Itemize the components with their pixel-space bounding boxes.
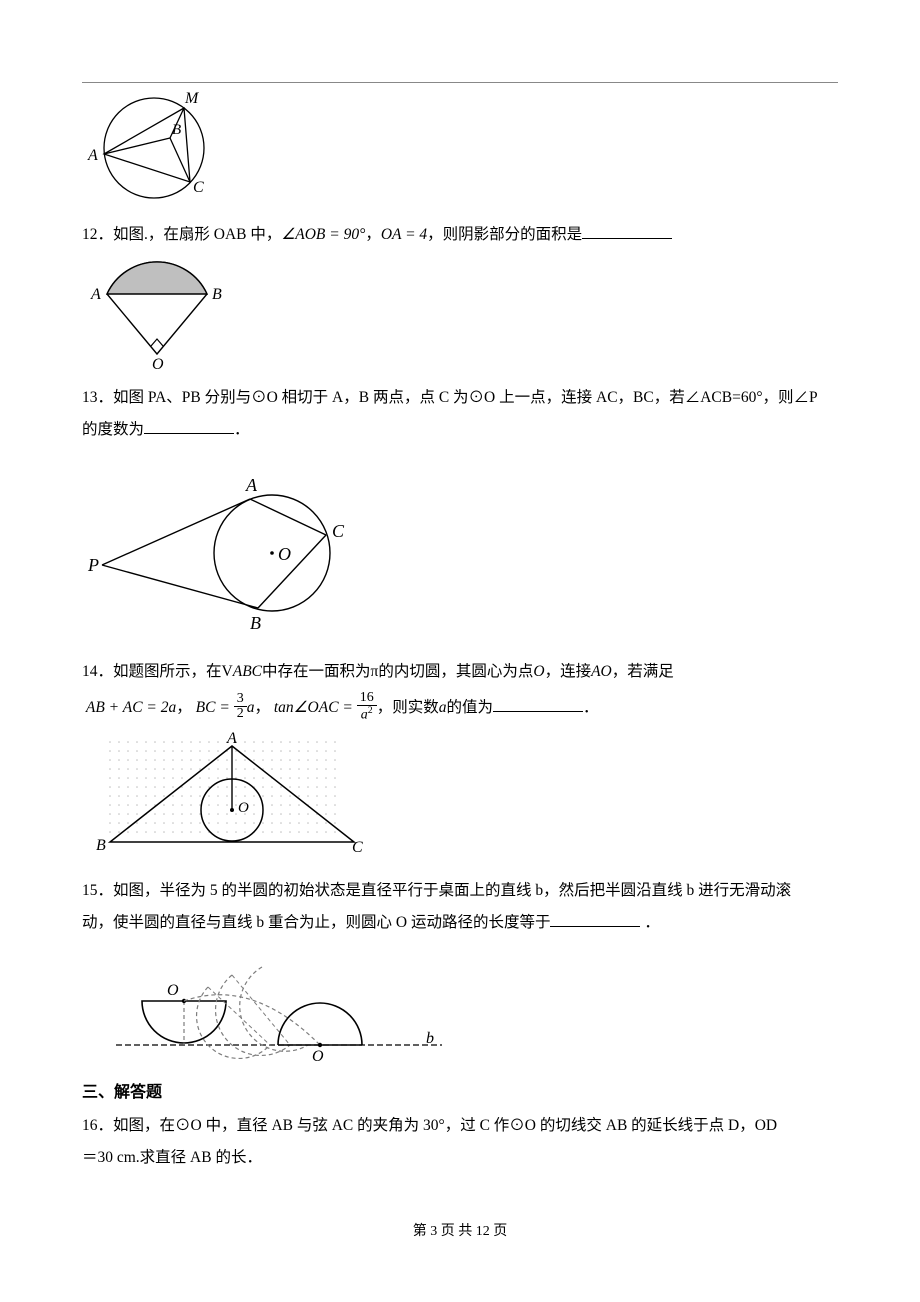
q15-blank [550, 913, 640, 927]
question-13: 13．如图 PA、PB 分别与⊙O 相切于 A，B 两点，点 C 为⊙O 上一点… [82, 382, 838, 446]
q16-number: 16． [82, 1117, 113, 1134]
q14-eq1: AB + AC = 2a [86, 699, 176, 716]
q14-number: 14． [82, 663, 113, 680]
q14-period: ． [583, 699, 599, 716]
figure-sector: A B O [82, 259, 838, 374]
footer-suffix: 页 [490, 1224, 508, 1239]
q15-label-b: b [426, 1030, 434, 1047]
q14-tan-label: tan∠OAC = [274, 699, 357, 716]
q15-number: 15． [82, 882, 113, 899]
page-footer: 第 3 页 共 12 页 [0, 1220, 920, 1240]
q14-bc-frac: 32 [234, 692, 247, 721]
q14-label-A: A [226, 732, 237, 747]
question-12: 12．如图.，在扇形 OAB 中，∠AOB = 90°，OA = 4，则阴影部分… [82, 219, 838, 251]
q14-comma1: ， [176, 699, 192, 716]
q13-label-B: B [250, 613, 261, 633]
label-C-top: C [193, 179, 204, 196]
q13-line1: 如图 PA、PB 分别与⊙O 相切于 A，B 两点，点 C 为⊙O 上一点，连接… [113, 389, 818, 406]
label-B-top: B [172, 122, 181, 138]
figure-incircle: A B C O [82, 732, 838, 867]
footer-prefix: 第 [413, 1224, 431, 1239]
q14-comma2: ， [254, 699, 270, 716]
q14-label-O: O [238, 800, 249, 816]
q13-line2b: ． [234, 421, 250, 438]
q14-l1b: 中存在一面积为 [262, 663, 371, 680]
q12-c1: ， [365, 226, 381, 243]
q15-label-O1: O [167, 982, 179, 999]
q12-text-a: 如图.，在扇形 OAB 中， [113, 226, 281, 243]
q15-line2b: ． [640, 914, 659, 931]
q14-O: O [533, 663, 544, 680]
q14-a: a [439, 699, 447, 716]
question-14-line2: AB + AC = 2a， BC = 32a， tan∠OAC = 16a2，则… [82, 692, 838, 724]
q15-label-O2: O [312, 1048, 324, 1065]
q12-angle: ∠AOB = 90° [281, 226, 365, 243]
q13-blank [144, 420, 234, 434]
q14-l1c: 的内切圆，其圆心为点 [378, 663, 533, 680]
section-3-title: 三、解答题 [82, 1078, 838, 1102]
q12-number: 12． [82, 226, 113, 243]
q14-label-B: B [96, 837, 106, 854]
q12-label-O: O [152, 356, 164, 369]
q12-blank [582, 225, 672, 239]
q14-bc-label: BC = [196, 699, 230, 716]
q16-line1: 如图，在⊙O 中，直径 AB 与弦 AC 的夹角为 30°，过 C 作⊙O 的切… [113, 1117, 777, 1134]
q14-tail: 的值为 [447, 699, 494, 716]
figure-circle-triangle: M B A C [82, 86, 838, 211]
q12-text-b: ，则阴影部分的面积是 [427, 226, 582, 243]
q12-oa: OA = 4 [381, 226, 427, 243]
q13-line2a: 的度数为 [82, 421, 144, 438]
q12-label-B: B [212, 286, 222, 303]
q16-line2: ＝30 cm.求直径 AB 的长． [82, 1149, 262, 1166]
q13-label-A: A [245, 475, 258, 495]
footer-total: 12 [476, 1224, 490, 1239]
question-16: 16．如图，在⊙O 中，直径 AB 与弦 AC 的夹角为 30°，过 C 作⊙O… [82, 1110, 838, 1174]
q13-number: 13． [82, 389, 113, 406]
q13-label-O: O [278, 544, 291, 564]
q14-vabc: VVABCABC [222, 663, 262, 680]
question-15: 15．如图，半径为 5 的半圆的初始状态是直径平行于桌面上的直线 b，然后把半圆… [82, 875, 838, 939]
q13-label-P: P [87, 555, 99, 575]
q15-line1: 如图，半径为 5 的半圆的初始状态是直径平行于桌面上的直线 b，然后把半圆沿直线… [113, 882, 791, 899]
q14-AO: AO [591, 663, 612, 680]
label-A-top: A [87, 147, 98, 164]
q14-l1a: 如题图所示，在 [113, 663, 222, 680]
figure-tangent: P A B C O [82, 453, 838, 648]
q14-then: ，则实数 [377, 699, 439, 716]
q15-line2a: 动，使半圆的直径与直线 b 重合为止，则圆心 O 运动路径的长度等于 [82, 914, 550, 931]
q14-label-C: C [352, 839, 363, 856]
q13-label-C: C [332, 521, 345, 541]
q12-label-A: A [90, 286, 101, 303]
question-14: 14．如题图所示，在VVABCABC中存在一面积为π的内切圆，其圆心为点O，连接… [82, 656, 838, 688]
label-M: M [184, 90, 200, 107]
q14-l1e: ，若满足 [612, 663, 674, 680]
q14-tan-frac: 16a2 [357, 691, 377, 723]
footer-middle: 页 共 [437, 1224, 476, 1239]
q14-blank [493, 698, 583, 712]
top-rule [82, 82, 838, 83]
q14-l1d: ，连接 [545, 663, 592, 680]
figure-rolling: b O O [112, 947, 838, 1072]
